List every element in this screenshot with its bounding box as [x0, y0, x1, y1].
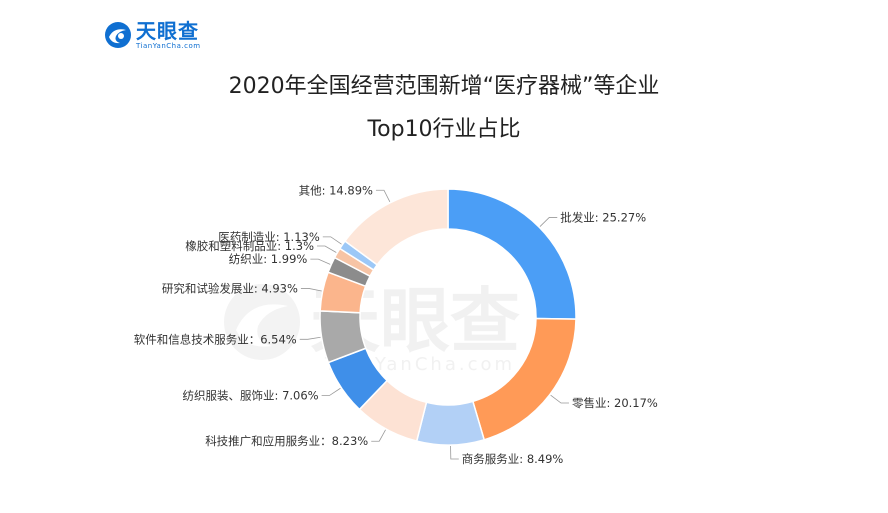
slice-label-3: 科技推广和应用服务业：8.23%	[205, 434, 368, 448]
slice-2	[415, 400, 486, 446]
slice-10	[343, 188, 449, 266]
leader-line-9	[322, 236, 342, 245]
leader-line-1	[550, 394, 569, 404]
leader-line-6	[300, 288, 322, 292]
leader-line-3	[371, 429, 386, 442]
tianyancha-logo-icon	[105, 22, 131, 48]
leader-line-7	[310, 258, 331, 265]
slice-labels: 批发业: 25.27% 零售业: 20.17% 商务服务业: 8.49% 科技推广和应…	[134, 183, 658, 466]
chart-title-line-1: 2020年全国经营范围新增“医疗器械”等企业	[228, 74, 660, 99]
slice-label-4: 纺织服装、服饰业: 7.06%	[183, 388, 319, 402]
tianyancha-logo: 天眼查 TianYanCha.com	[104, 20, 201, 50]
slice-label-6: 研究和试验发展业: 4.93%	[162, 281, 298, 295]
leader-line-5	[299, 336, 321, 340]
slice-label-10: 其他: 14.89%	[299, 183, 373, 197]
logo-subtitle: TianYanCha.com	[136, 42, 201, 50]
leader-line-8	[317, 245, 337, 253]
slice-label-1: 零售业: 20.17%	[572, 396, 658, 410]
slice-label-0: 批发业: 25.27%	[560, 210, 646, 224]
leader-line-0	[539, 217, 558, 227]
slice-label-5: 软件和信息技术服务业：6.54%	[134, 332, 297, 346]
slice-label-9: 医药制造业: 1.13%	[218, 230, 320, 244]
slice-label-8: 橡胶和塑料制品业: 1.3%	[185, 239, 314, 253]
leader-lines	[299, 189, 569, 460]
leader-line-2	[450, 445, 459, 460]
leader-line-4	[321, 387, 341, 396]
donut-slices	[319, 188, 577, 446]
slice-label-7: 纺织业: 1.99%	[229, 252, 308, 266]
leader-line-10	[375, 189, 391, 203]
logo-name: 天眼查	[136, 19, 199, 43]
slice-label-2: 商务服务业: 8.49%	[462, 452, 564, 466]
chart-title-line-2: Top10行业占比	[367, 117, 521, 142]
